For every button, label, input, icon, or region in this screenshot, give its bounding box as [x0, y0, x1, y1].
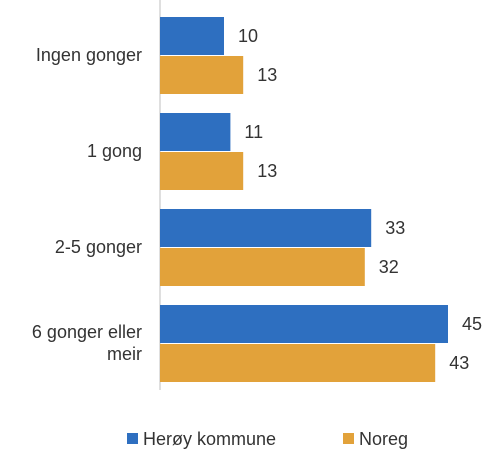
category-label: Ingen gonger [35, 45, 142, 65]
value-label: 10 [238, 26, 258, 46]
bar [160, 305, 448, 343]
legend-swatch [127, 433, 138, 444]
legend-label: Noreg [359, 429, 408, 449]
bar [160, 248, 365, 286]
value-label: 32 [379, 257, 399, 277]
bar [160, 17, 224, 55]
value-label: 13 [257, 161, 277, 181]
bar [160, 56, 244, 94]
value-label: 11 [244, 122, 263, 142]
value-label: 45 [462, 314, 482, 334]
category-label: 6 gonger eller meir [31, 322, 142, 364]
legend-label: Herøy kommune [143, 429, 276, 449]
category-label: 2-5 gonger [54, 237, 142, 257]
legend-swatch [343, 433, 354, 444]
value-label: 43 [449, 353, 469, 373]
bar [160, 209, 372, 247]
value-label: 13 [257, 65, 277, 85]
bar [160, 113, 231, 151]
bar [160, 152, 244, 190]
category-label: 1 gong [86, 141, 142, 161]
value-label: 33 [385, 218, 405, 238]
bar [160, 344, 436, 382]
